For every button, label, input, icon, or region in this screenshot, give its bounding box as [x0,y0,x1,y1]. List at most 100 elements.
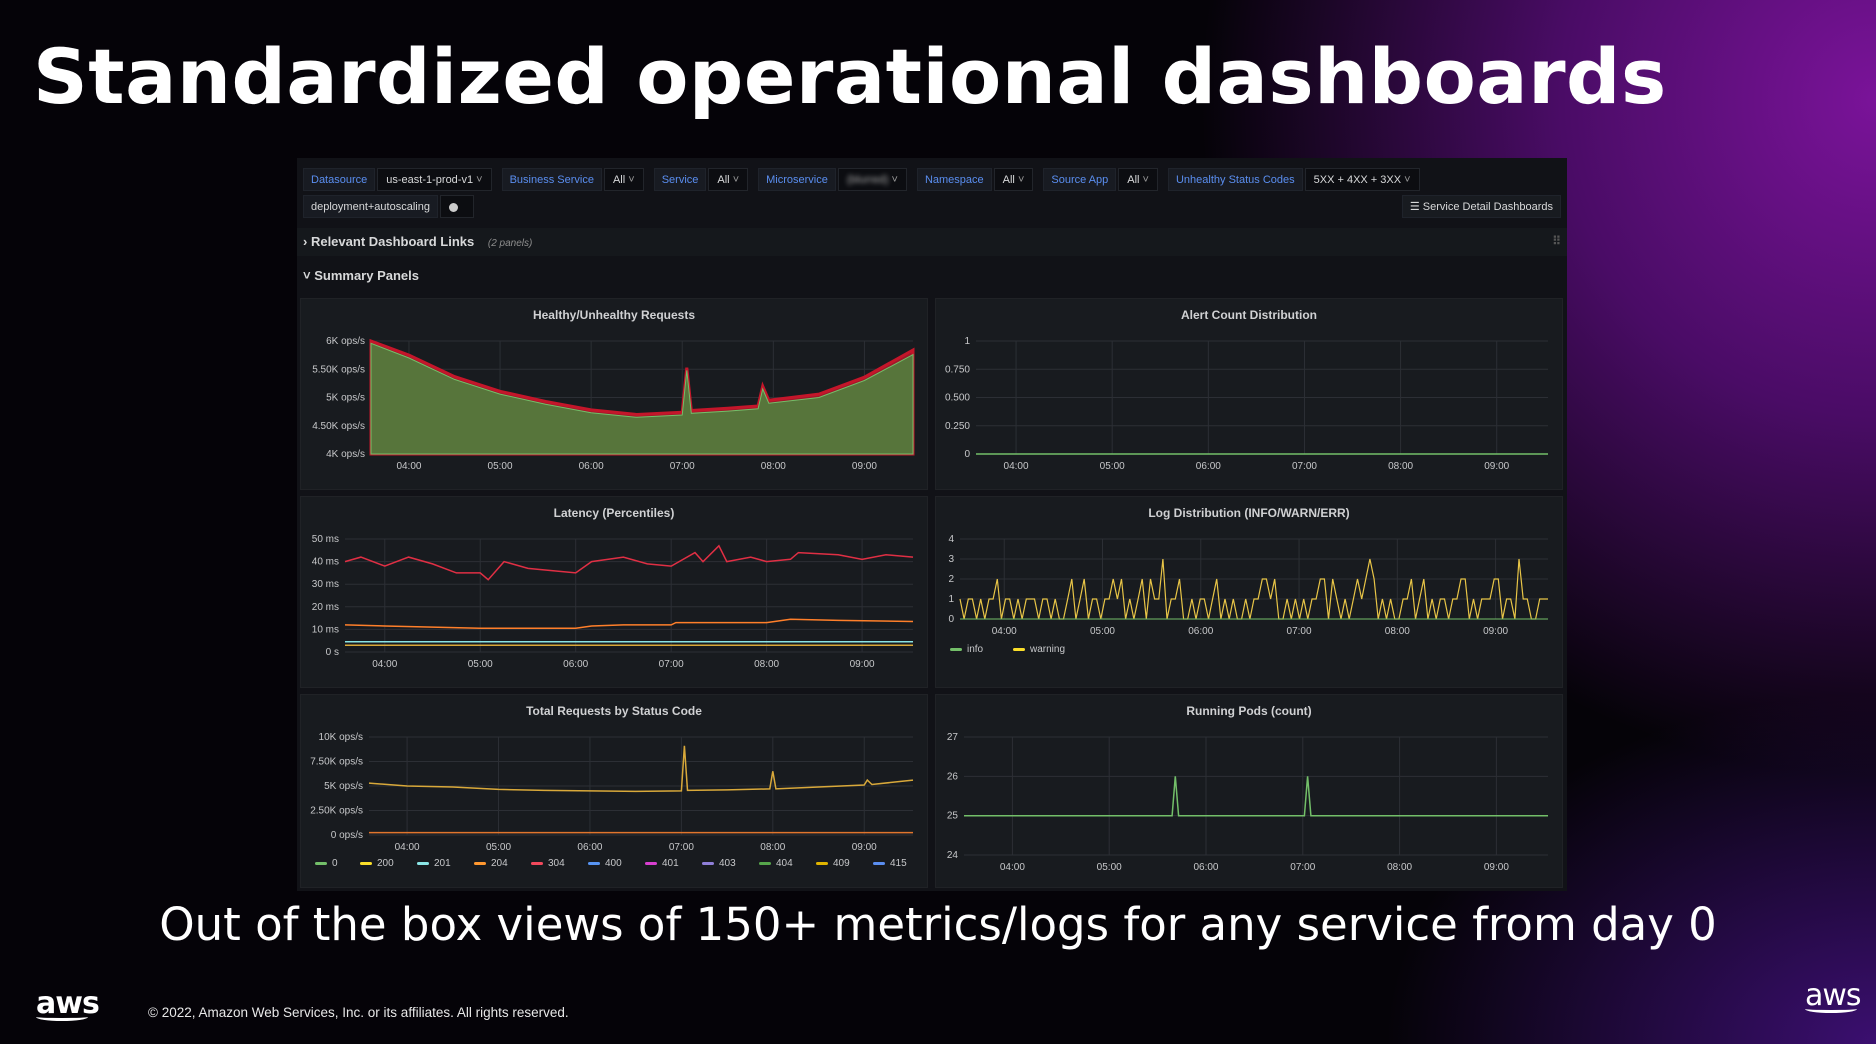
menu-icon: ☰ [1409,201,1423,213]
variable-select[interactable]: us-east-1-prod-v1 ˅ [377,168,492,191]
deployment-autoscaling-toggle[interactable] [439,195,474,218]
legend-item[interactable]: 403 [719,858,736,869]
x-tick-label: 05:00 [486,842,511,853]
panel-title: Alert Count Distribution [1181,308,1317,322]
x-tick-label: 06:00 [563,659,588,670]
row-title: Summary Panels [314,268,419,283]
legend-item[interactable]: 304 [548,858,565,869]
y-tick-label: 2.50K ops/s [310,806,363,817]
x-tick-label: 08:00 [761,461,786,472]
panel-status[interactable]: Total Requests by Status Code 0 ops/s 2.50… [300,694,928,888]
legend-item[interactable]: 404 [776,858,793,869]
variable-datasource: Datasource us-east-1-prod-v1 ˅ [303,168,492,191]
chevron-down-icon: ˅ [1404,174,1411,186]
x-tick-label: 05:00 [1097,862,1122,873]
y-tick-label: 40 ms [312,557,339,568]
y-tick-label: 4.50K ops/s [312,421,365,432]
chevron-right-icon: › [303,234,311,249]
legend-item[interactable]: 400 [605,858,622,869]
x-tick-label: 07:00 [1292,461,1317,472]
x-tick-label: 05:00 [1100,461,1125,472]
legend-swatch [873,862,885,865]
legend-item[interactable]: 409 [833,858,850,869]
variable-value: (blurred) [846,174,889,186]
y-tick-label: 2 [948,574,954,585]
chart-healthy: 4K ops/s 4.50K ops/s 5K ops/s 5.50K ops/s 6K… [312,336,915,472]
x-tick-label: 08:00 [1388,461,1413,472]
variable-select[interactable]: All ˅ [603,168,644,191]
aws-logo: aws [36,986,100,1021]
x-tick-label: 06:00 [1193,862,1218,873]
toggle-label: deployment+autoscaling [303,195,438,218]
x-tick-label: 09:00 [1484,461,1509,472]
chevron-down-icon: ˅ [732,174,740,186]
series-line-1 [344,618,914,630]
y-tick-label: 0 [948,614,954,625]
y-tick-label: 4K ops/s [326,449,365,460]
legend-item[interactable]: 401 [662,858,679,869]
x-tick-label: 04:00 [395,842,420,853]
row-summary-panels[interactable]: ˅ Summary Panels [303,268,419,283]
legend-item[interactable]: 0 [332,858,338,869]
y-tick-label: 0 ops/s [331,830,363,841]
legend-swatch [474,862,486,865]
variable-value: us-east-1-prod-v1 [386,174,474,186]
panel-pods[interactable]: Running Pods (count) 24 25 26 27 04:00 05:00 06… [935,694,1563,888]
legend-swatch [759,862,771,865]
panel-latency[interactable]: Latency (Percentiles) 0 s 10 ms 20 ms 30 ms 4… [300,496,928,688]
y-tick-label: 4 [948,534,954,545]
x-tick-label: 04:00 [1004,461,1029,472]
variable-label: Datasource [303,168,376,191]
variable-select[interactable]: All ˅ [708,168,749,191]
y-tick-label: 6K ops/s [326,336,365,347]
panel-title: Total Requests by Status Code [526,704,702,718]
x-tick-label: 04:00 [396,461,421,472]
y-tick-label: 30 ms [312,579,339,590]
row-panel-count: (2 panels) [487,238,533,249]
legend-item[interactable]: 204 [491,858,508,869]
x-tick-label: 09:00 [850,659,875,670]
legend-swatch [950,648,962,651]
legend-item[interactable]: 201 [434,858,451,869]
variable-label: Unhealthy Status Codes [1167,168,1303,191]
panel-alerts[interactable]: Alert Count Distribution 0 0.250 0.500 0.750… [935,298,1563,490]
variable-label: Namespace [916,168,992,191]
x-tick-label: 09:00 [1483,626,1508,637]
legend-swatch [531,862,543,865]
chart-logs: 0 1 2 3 4 04:00 05:00 06:00 07:00 08:00 09:00 info w… [948,534,1548,655]
series-line-0 [344,544,914,581]
service-detail-dashboards-link[interactable]: ☰ Service Detail Dashboards [1401,195,1561,218]
x-tick-label: 06:00 [1196,461,1221,472]
x-tick-label: 04:00 [372,659,397,670]
panel-logs[interactable]: Log Distribution (INFO/WARN/ERR) 0 1 2 3 4 04:… [935,496,1563,688]
y-tick-label: 10 ms [312,624,339,635]
row-title: Relevant Dashboard Links [310,234,475,249]
y-tick-label: 1 [948,594,954,605]
series-warning [959,558,1548,620]
row-relevant-dashboard-links[interactable]: › Relevant Dashboard Links (2 panels) ⠿ [297,228,1567,256]
chevron-down-icon: ˅ [303,268,315,283]
x-tick-label: 09:00 [1484,862,1509,873]
y-tick-label: 50 ms [312,534,339,545]
variable-select[interactable]: All ˅ [1118,168,1158,191]
y-tick-label: 0.250 [945,421,970,432]
y-tick-label: 5.50K ops/s [312,364,365,375]
chevron-down-icon: ˅ [476,174,483,186]
legend-item[interactable]: 200 [377,858,394,869]
drag-handle-icon[interactable]: ⠿ [1552,234,1561,248]
chevron-down-icon: ˅ [628,174,635,186]
legend-item[interactable]: warning [1029,644,1065,655]
legend-item[interactable]: 415 [890,858,907,869]
variable-select[interactable]: All ˅ [993,168,1034,191]
y-tick-label: 1 [964,336,970,347]
panel-title: Healthy/Unhealthy Requests [532,308,696,322]
variable-label: Microservice [758,168,836,191]
legend-item[interactable]: info [967,644,984,655]
x-tick-label: 06:00 [579,461,604,472]
y-tick-label: 27 [947,732,959,743]
variable-value: All [717,174,730,186]
x-tick-label: 08:00 [1385,626,1410,637]
variable-select[interactable]: 5XX + 4XX + 3XX ˅ [1304,168,1420,191]
panel-healthy[interactable]: Healthy/Unhealthy Requests 4K ops/s 4.50K … [300,298,928,490]
variable-select[interactable]: (blurred) ˅ [837,168,907,191]
